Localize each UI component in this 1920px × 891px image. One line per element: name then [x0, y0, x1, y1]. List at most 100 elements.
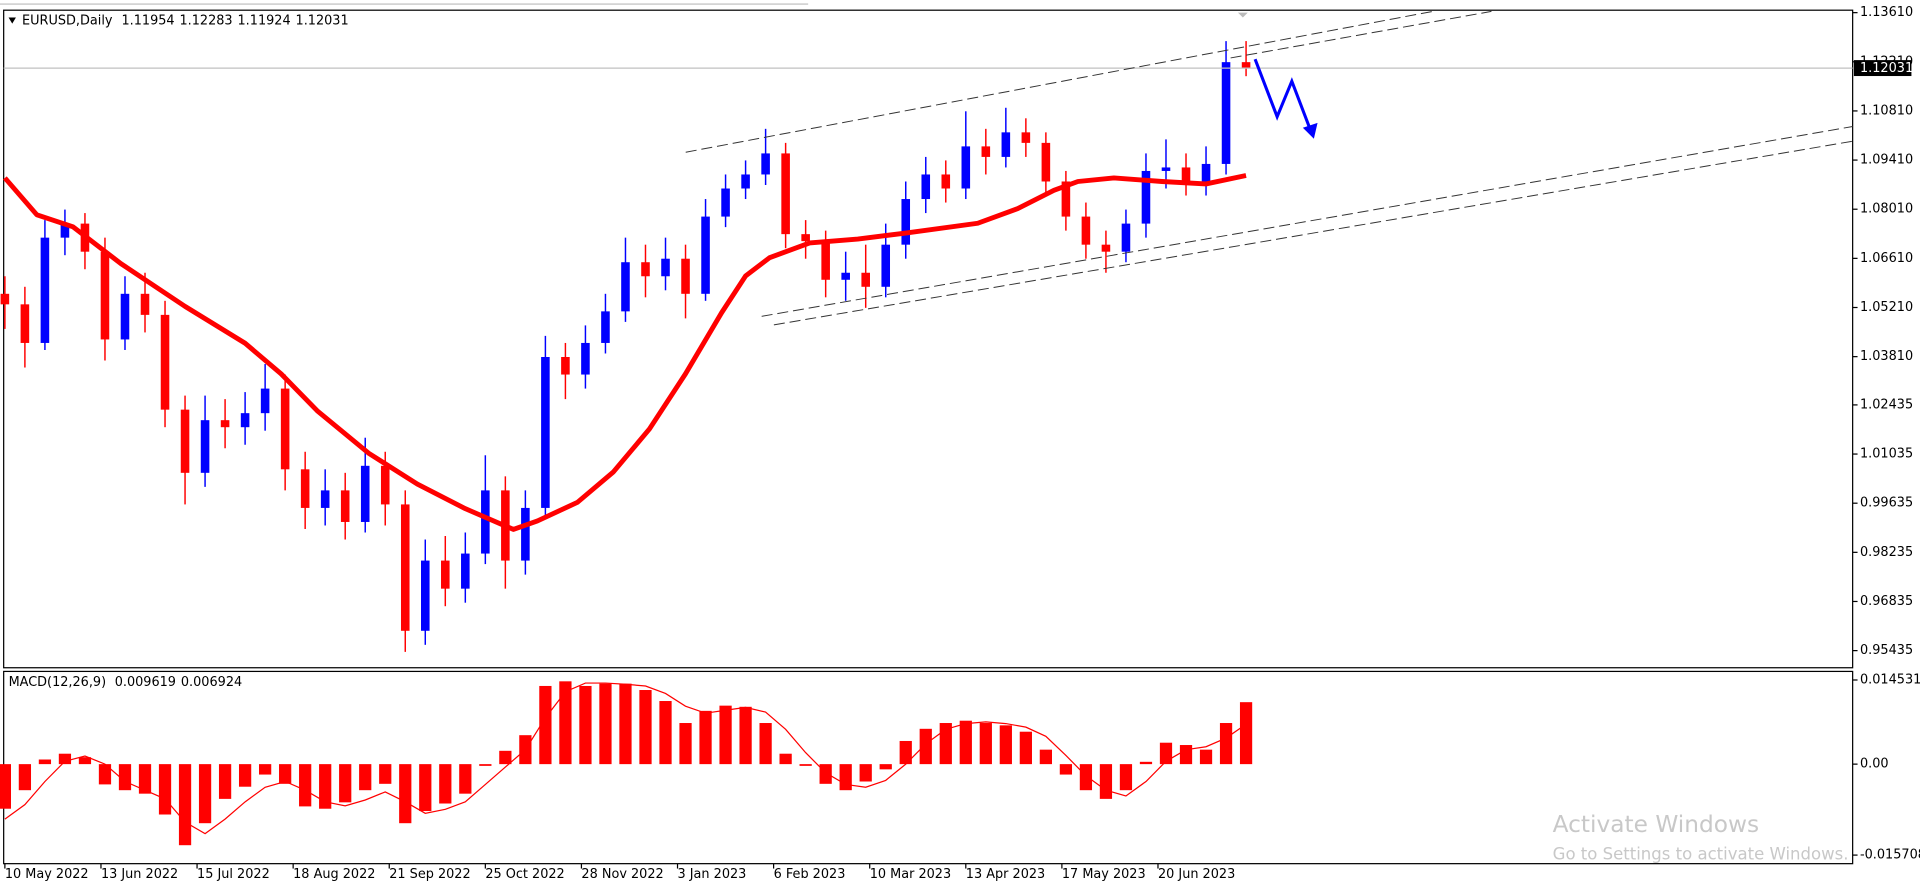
x-tick-label: 15 Jul 2022 — [197, 867, 270, 882]
header-value: 0.009619 — [115, 675, 176, 690]
x-tick-label: 21 Sep 2022 — [389, 867, 470, 882]
candle-body — [921, 174, 931, 200]
candle-body — [741, 174, 750, 189]
y-tick-label: 1.01035 — [1860, 447, 1913, 462]
channel-line — [761, 126, 1853, 317]
candle-body — [1021, 132, 1031, 143]
x-tick-label: 13 Apr 2023 — [966, 867, 1045, 882]
histogram-bar — [619, 683, 632, 765]
histogram-bar — [1119, 764, 1133, 791]
histogram-bar — [859, 764, 872, 782]
histogram-bar — [879, 764, 892, 770]
histogram-bar — [539, 685, 552, 765]
y-tick-label: 1.08010 — [1860, 202, 1913, 217]
candle-body — [160, 314, 170, 410]
watermark-title: Activate Windows — [1553, 811, 1759, 838]
channel-line — [1230, 10, 1492, 59]
header-value: 0.006924 — [181, 675, 242, 690]
candle-body — [360, 465, 370, 522]
candle-body — [20, 304, 30, 343]
moving-average — [3, 173, 1247, 532]
candle-body — [340, 490, 350, 522]
histogram-bar — [158, 764, 172, 815]
histogram-bar — [579, 685, 592, 765]
candle-body — [761, 153, 770, 175]
histogram-bar — [919, 728, 932, 765]
histogram-bar — [1079, 764, 1093, 791]
histogram-bar — [959, 720, 972, 765]
candle-body — [1161, 167, 1171, 171]
histogram-bar — [659, 701, 672, 765]
candle-body — [1081, 216, 1091, 245]
x-tick-label: 20 Jun 2023 — [1158, 867, 1235, 882]
y-tick-label: -0.015708 — [1860, 848, 1920, 863]
histogram-bar — [78, 757, 92, 765]
header-value: 1.11924 — [238, 14, 291, 29]
candle-body — [701, 216, 710, 294]
histogram-bar — [939, 723, 952, 765]
histogram-bar — [1239, 702, 1253, 765]
histogram-bar — [58, 753, 72, 765]
x-tick-label: 18 Aug 2022 — [293, 867, 375, 882]
y-tick-label: 0.95435 — [1860, 643, 1913, 658]
candle-body — [1041, 142, 1051, 182]
candle-body — [681, 258, 690, 294]
x-tick-label: 13 Jun 2022 — [101, 867, 178, 882]
y-tick-label: 1.06610 — [1860, 251, 1913, 266]
candle-body — [1141, 170, 1151, 224]
histogram-bar — [198, 764, 212, 824]
y-tick-label: 1.05210 — [1860, 300, 1913, 315]
candle-body — [380, 465, 390, 505]
histogram-bar — [1179, 745, 1193, 765]
signal-line — [4, 682, 1247, 835]
candle-body — [721, 188, 730, 217]
channel-line — [773, 140, 1853, 326]
candle-body — [240, 413, 250, 428]
histogram-bar — [439, 764, 452, 804]
candle-body — [881, 244, 891, 287]
histogram-bar — [559, 681, 572, 765]
candle-body — [841, 272, 850, 280]
candle-body — [1241, 62, 1251, 69]
histogram-bar — [719, 705, 732, 765]
histogram-bar — [999, 725, 1012, 765]
histogram-bar — [679, 723, 692, 765]
y-tick-label: 0.98235 — [1860, 545, 1913, 560]
x-tick-label: 17 May 2023 — [1062, 867, 1146, 882]
candle-body — [140, 293, 150, 315]
histogram-bar — [339, 764, 352, 803]
symbol-title: EURUSD,Daily — [22, 14, 113, 29]
histogram-bar — [178, 764, 192, 846]
candle-body — [1001, 132, 1011, 157]
histogram-bar — [299, 764, 312, 807]
y-tick-label: 0.99635 — [1860, 496, 1913, 511]
histogram-bar — [279, 764, 292, 784]
candle-body — [180, 409, 190, 473]
histogram-bar — [1019, 731, 1032, 765]
forecast-arrow — [1253, 58, 1313, 134]
header-value: 1.11954 — [121, 14, 174, 29]
histogram-bar — [779, 753, 792, 765]
x-tick-label: 10 Mar 2023 — [870, 867, 951, 882]
histogram-bar — [18, 764, 32, 791]
histogram-bar — [639, 690, 652, 765]
header-value: 1.12283 — [179, 14, 232, 29]
candle-body — [400, 504, 410, 631]
candle-body — [601, 311, 610, 343]
price-box — [1853, 60, 1912, 77]
histogram-bar — [238, 764, 252, 787]
candle-body — [420, 560, 430, 631]
candle-body — [1061, 181, 1071, 217]
histogram-bar — [399, 764, 412, 824]
histogram-bar — [699, 710, 712, 765]
candle-body — [1121, 223, 1131, 252]
x-tick-label: 6 Feb 2023 — [774, 867, 846, 882]
candle-body — [961, 146, 971, 189]
candle-body — [441, 560, 450, 589]
header-value: 1.12031 — [296, 14, 349, 29]
arrow-head — [1302, 122, 1318, 139]
candle-body — [641, 262, 650, 277]
histogram-bar — [799, 764, 812, 766]
histogram-bar — [839, 764, 852, 791]
